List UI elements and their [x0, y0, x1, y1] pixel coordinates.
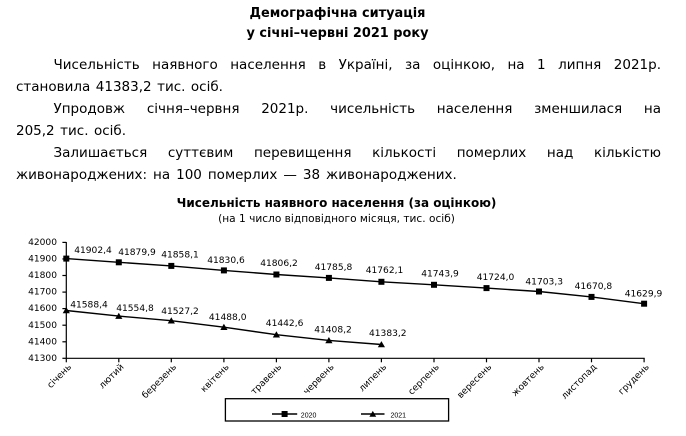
svg-text:41527,2: 41527,2 — [161, 307, 199, 317]
svg-text:41703,3: 41703,3 — [525, 278, 563, 288]
svg-text:березень: березень — [141, 363, 179, 401]
svg-text:41806,2: 41806,2 — [260, 259, 298, 269]
svg-text:2020: 2020 — [301, 412, 317, 419]
svg-text:41554,8: 41554,8 — [116, 304, 154, 314]
svg-text:41383,2: 41383,2 — [369, 329, 407, 339]
svg-text:листопад: листопад — [560, 363, 599, 402]
svg-text:41700: 41700 — [28, 288, 57, 298]
svg-text:41670,8: 41670,8 — [575, 282, 613, 292]
svg-text:лютий: лютий — [98, 362, 127, 391]
svg-text:серпень: серпень — [407, 363, 442, 398]
svg-text:травень: травень — [249, 363, 284, 398]
svg-text:липень: липень — [357, 363, 389, 395]
svg-text:41762,1: 41762,1 — [366, 266, 404, 276]
svg-text:41488,0: 41488,0 — [209, 313, 247, 323]
svg-text:41858,1: 41858,1 — [161, 251, 199, 261]
svg-text:41902,4: 41902,4 — [74, 246, 112, 256]
svg-text:41588,4: 41588,4 — [70, 301, 108, 311]
svg-text:41408,2: 41408,2 — [314, 325, 352, 335]
svg-text:41300: 41300 — [28, 354, 57, 364]
svg-text:вересень: вересень — [456, 363, 494, 401]
svg-text:41900: 41900 — [28, 255, 57, 265]
svg-text:41879,9: 41879,9 — [118, 248, 156, 258]
svg-text:41629,9: 41629,9 — [625, 290, 663, 300]
svg-text:41830,6: 41830,6 — [207, 256, 245, 266]
svg-text:41500: 41500 — [28, 321, 57, 331]
svg-text:41785,8: 41785,8 — [315, 263, 353, 273]
svg-text:41724,0: 41724,0 — [477, 273, 515, 283]
svg-text:41600: 41600 — [28, 304, 57, 314]
svg-text:41442,6: 41442,6 — [266, 319, 304, 329]
svg-text:2021: 2021 — [391, 412, 407, 419]
svg-text:червень: червень — [302, 363, 337, 398]
svg-text:січень: січень — [46, 363, 74, 391]
svg-text:41800: 41800 — [28, 271, 57, 281]
svg-text:41400: 41400 — [28, 337, 57, 347]
svg-text:41743,9: 41743,9 — [421, 270, 459, 280]
svg-text:жовтень: жовтень — [510, 363, 546, 399]
svg-text:квітень: квітень — [199, 363, 231, 395]
svg-text:грудень: грудень — [617, 363, 652, 398]
svg-text:42000: 42000 — [28, 238, 57, 248]
